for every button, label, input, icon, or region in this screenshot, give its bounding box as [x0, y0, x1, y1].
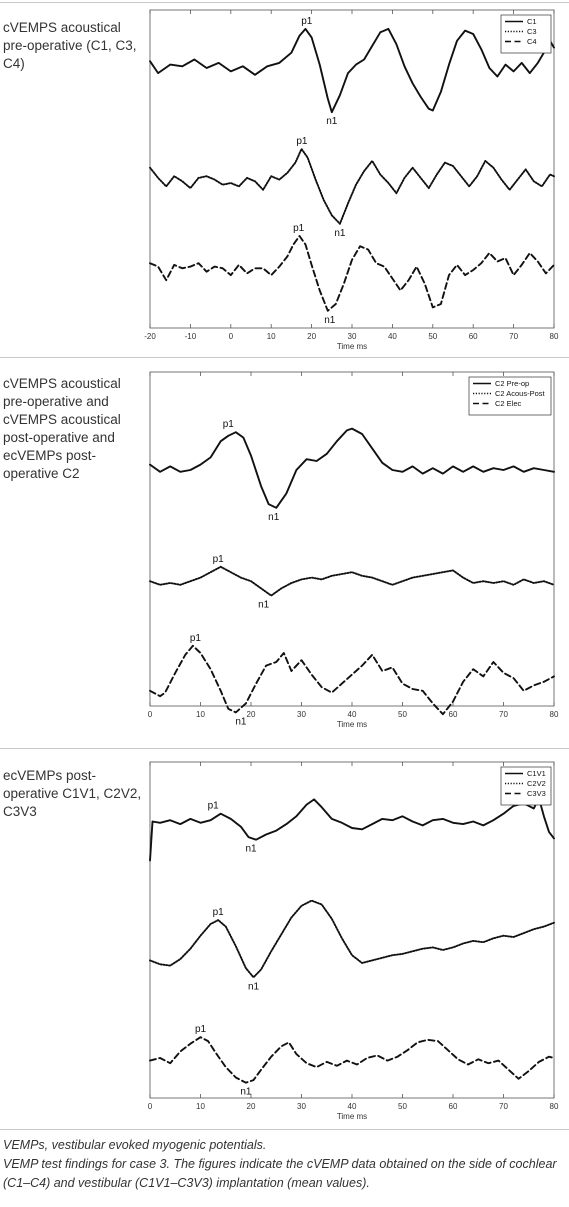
separator-top: [0, 2, 569, 3]
peak-label-p1: p1: [213, 907, 225, 918]
legend-entry: C3V3: [527, 789, 546, 798]
x-tick-label: 70: [499, 710, 508, 719]
x-tick-label: 40: [388, 332, 397, 341]
legend-entry: C2 Acous-Post: [495, 389, 546, 398]
legend-entry: C3: [527, 27, 537, 36]
row-label-1: cVEMPS acoustical pre-operative (C1, C3,…: [3, 20, 137, 71]
chart-panel-preop: -20 -10 0 10 20 30 40 50 60 70 80 Time ms p1 n1 p1 n1 p1…: [144, 9, 559, 351]
x-tick-label: 80: [550, 332, 559, 341]
series-line-c4: [149, 235, 555, 312]
x-tick-label: -10: [185, 332, 197, 341]
x-tick-label: 40: [348, 1102, 357, 1111]
peak-label-p1: p1: [293, 223, 305, 234]
chart-panel-c2: 0 10 20 30 40 50 60 70 80 Time ms p1 n1 p1 n1 p1 n1 C2 P…: [148, 371, 559, 729]
series-line-c3v3: [149, 1036, 555, 1084]
legend-entry: C2 Pre-op: [495, 379, 529, 388]
peak-label-n1: n1: [245, 844, 257, 855]
x-tick-label: 0: [148, 710, 153, 719]
peak-label-p1: p1: [195, 1024, 207, 1035]
peak-label-p1: p1: [208, 801, 220, 812]
series-line-c2-acous-post: [149, 565, 555, 597]
x-tick-label: 30: [297, 1102, 306, 1111]
series-line-c1: [149, 27, 555, 114]
peak-label-p1: p1: [223, 419, 235, 430]
peak-label-n1: n1: [324, 315, 336, 326]
peak-label-n1: n1: [334, 228, 346, 239]
x-tick-label: 80: [550, 1102, 559, 1111]
x-tick-label: 0: [148, 1102, 153, 1111]
x-tick-label: 60: [469, 332, 478, 341]
chart-panel-ecvemp: 0 10 20 30 40 50 60 70 80 Time ms p1 n1 p1 n1 p1 n1 C1V1…: [148, 761, 559, 1121]
peak-label-n1: n1: [326, 116, 338, 127]
legend-entry: C2V2: [527, 779, 546, 788]
legend-entry: C1V1: [527, 769, 546, 778]
series-line-c2v2: [149, 899, 555, 979]
series-line-c1v1: [149, 797, 555, 862]
x-tick-label: 30: [297, 710, 306, 719]
peak-label-p1: p1: [301, 16, 313, 27]
series-line-c2-pre-op: [149, 427, 555, 509]
x-tick-label: 0: [229, 332, 234, 341]
x-tick-label: 50: [398, 1102, 407, 1111]
separator-bottom: [0, 1129, 569, 1130]
x-tick-label: 60: [449, 1102, 458, 1111]
peak-label-p1: p1: [213, 554, 225, 565]
x-axis-label: Time ms: [337, 720, 367, 729]
x-tick-label: 10: [267, 332, 276, 341]
x-tick-label: 20: [247, 1102, 256, 1111]
peak-label-n1: n1: [235, 716, 247, 727]
peak-label-n1: n1: [240, 1087, 252, 1098]
x-tick-label: 70: [499, 1102, 508, 1111]
legend-entry: C1: [527, 17, 537, 26]
plot-frame: [149, 761, 555, 1099]
x-tick-label: 60: [449, 710, 458, 719]
separator-1: [0, 357, 569, 358]
x-tick-label: 50: [428, 332, 437, 341]
x-tick-label: 20: [247, 710, 256, 719]
x-tick-label: 50: [398, 710, 407, 719]
peak-label-n1: n1: [258, 600, 270, 611]
peak-label-p1: p1: [190, 633, 202, 644]
x-tick-label: 80: [550, 710, 559, 719]
row-label-3: ecVEMPs post-operative C1V1, C2V2, C3V3: [3, 768, 142, 819]
x-axis-label: Time ms: [337, 1112, 367, 1121]
x-tick-label: 20: [307, 332, 316, 341]
peak-label-p1: p1: [296, 136, 308, 147]
series-line-c2-elec: [149, 644, 555, 716]
x-tick-label: 30: [348, 332, 357, 341]
peak-label-n1: n1: [248, 981, 260, 992]
peak-label-n1: n1: [268, 512, 280, 523]
x-axis-label: Time ms: [337, 342, 367, 351]
x-tick-label: 10: [196, 710, 205, 719]
x-tick-label: -20: [144, 332, 156, 341]
caption-text: VEMP test findings for case 3. The figur…: [3, 1157, 557, 1190]
x-tick-label: 70: [509, 332, 518, 341]
x-tick-label: 40: [348, 710, 357, 719]
legend-entry: C4: [527, 37, 537, 46]
plot-frame: [149, 371, 555, 707]
series-line-c3: [149, 148, 555, 225]
row-label-2: cVEMPS acoustical pre-operative and cVEM…: [3, 376, 121, 481]
legend-entry: C2 Elec: [495, 399, 522, 408]
x-tick-label: 10: [196, 1102, 205, 1111]
separator-2: [0, 748, 569, 749]
caption-abbrev: VEMPs, vestibular evoked myogenic potent…: [3, 1138, 267, 1152]
